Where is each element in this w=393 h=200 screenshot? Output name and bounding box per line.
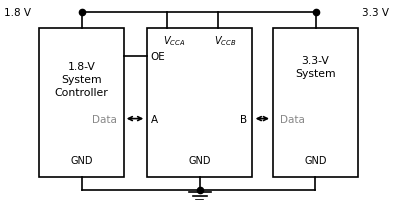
Bar xyxy=(273,29,358,177)
Text: 3.3 V: 3.3 V xyxy=(362,8,389,18)
Text: Data: Data xyxy=(92,114,117,124)
Text: B: B xyxy=(240,114,247,124)
Text: $V_{CCA}$: $V_{CCA}$ xyxy=(163,34,185,48)
Text: GND: GND xyxy=(188,155,211,165)
Text: GND: GND xyxy=(304,155,327,165)
Text: OE: OE xyxy=(151,52,165,62)
Text: 1.8-V
System
Controller: 1.8-V System Controller xyxy=(55,62,108,98)
Bar xyxy=(39,29,124,177)
Text: 1.8 V: 1.8 V xyxy=(4,8,31,18)
Text: GND: GND xyxy=(70,155,93,165)
Bar xyxy=(147,29,252,177)
Text: 3.3-V
System: 3.3-V System xyxy=(295,56,336,79)
Text: A: A xyxy=(151,114,158,124)
Text: $V_{CCB}$: $V_{CCB}$ xyxy=(214,34,237,48)
Text: Data: Data xyxy=(280,114,305,124)
